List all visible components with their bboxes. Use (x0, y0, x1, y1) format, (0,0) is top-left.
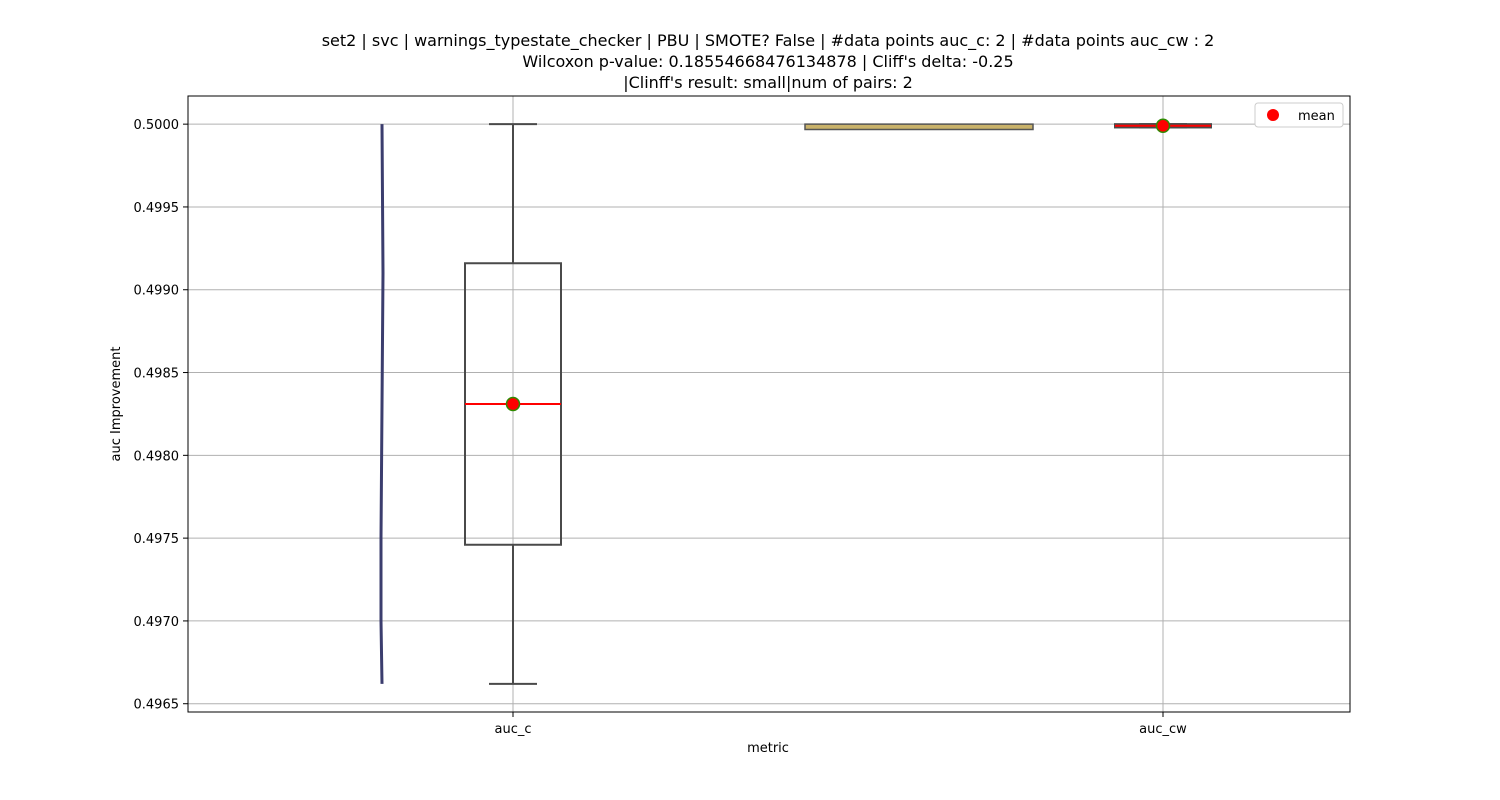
x-axis-ticks: auc_c auc_cw (494, 712, 1187, 737)
y-tick-label: 0.5000 (134, 118, 180, 133)
y-tick-label: 0.4985 (134, 367, 180, 382)
y-axis-label: auc Improvement (109, 347, 124, 462)
mean-marker (1155, 118, 1171, 134)
legend-mean-label: mean (1298, 109, 1335, 124)
y-tick-label: 0.4975 (134, 532, 180, 547)
x-tick-label: auc_c (494, 722, 531, 737)
x-tick-label: auc_cw (1139, 722, 1187, 737)
mean-marker (505, 396, 521, 412)
legend-box (1254, 102, 1344, 128)
legend-mean-marker (1267, 109, 1279, 121)
title-line-3: |Clinff's result: small|num of pairs: 2 (623, 73, 913, 92)
plot-frame (187, 95, 1351, 713)
y-axis-ticks: 0.4965 0.4970 0.4975 0.4980 0.4985 0.4990 0.49… (134, 118, 188, 713)
y-tick-label: 0.4970 (134, 615, 180, 630)
box-auc_c (464, 123, 562, 685)
violin-auc_c (379, 124, 385, 684)
y-tick-label: 0.4995 (134, 201, 180, 216)
box-auc_cw (1114, 118, 1212, 134)
violin-auc_cw (804, 123, 1034, 131)
title-line-2: Wilcoxon p-value: 0.18554668476134878 | … (522, 52, 1013, 71)
boxes (464, 118, 1212, 685)
title-line-1: set2 | svc | warnings_typestate_checker … (322, 31, 1215, 51)
chart-title: set2 | svc | warnings_typestate_checker … (322, 31, 1215, 92)
x-axis-label: metric (747, 741, 789, 756)
y-tick-label: 0.4980 (134, 449, 180, 464)
legend: mean (1254, 102, 1344, 128)
grid (188, 96, 1350, 712)
y-tick-label: 0.4990 (134, 284, 180, 299)
violins (379, 123, 1034, 684)
y-tick-label: 0.4965 (134, 698, 180, 713)
